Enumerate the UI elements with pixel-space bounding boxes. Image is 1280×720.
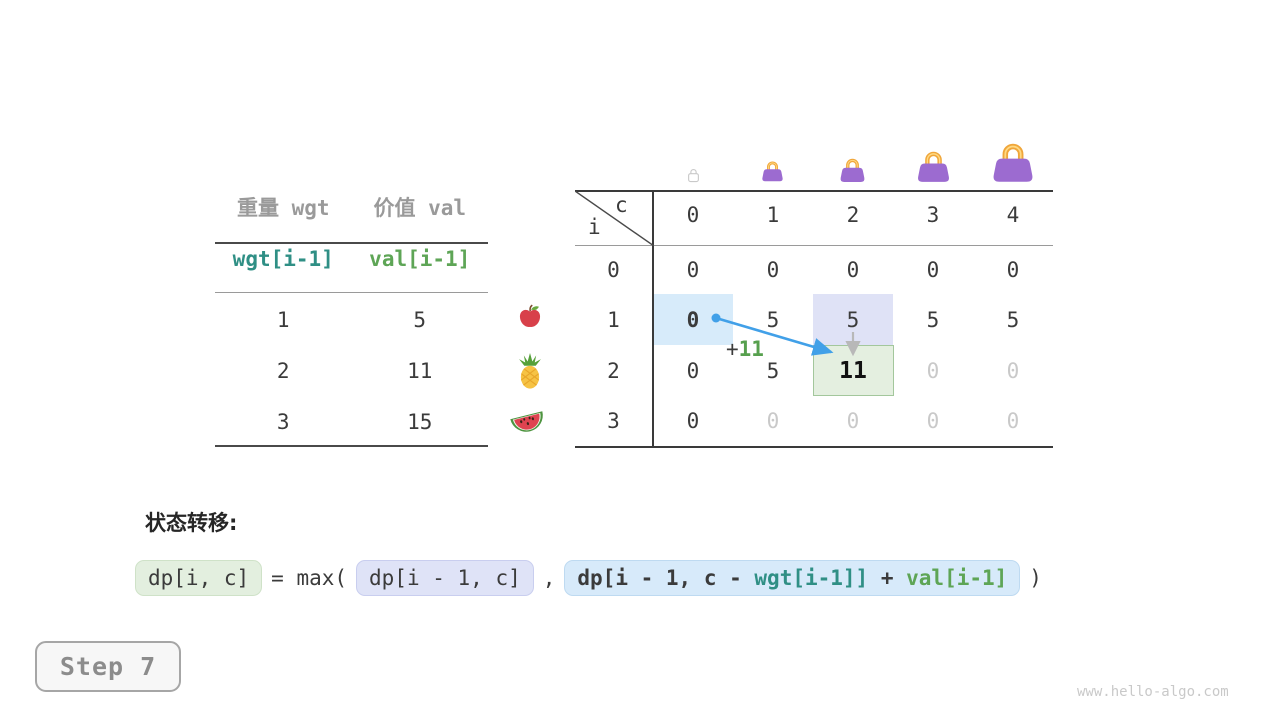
bag-size-1-icon: [761, 161, 784, 182]
corner-diagonal-line: [575, 191, 654, 246]
item3-weight: 3: [276, 410, 290, 434]
bag-size-3-icon: [916, 151, 951, 183]
dp-cell-2-0: 0: [686, 359, 700, 383]
formula-option-skip: dp[i - 1, c]: [356, 560, 534, 596]
col-header-0: 0: [686, 203, 700, 227]
item2-value: 11: [407, 359, 433, 383]
dp-cell-1-2: 5: [846, 308, 860, 332]
dp-cell-1-3: 5: [926, 308, 940, 332]
dp-cell-0-1: 0: [766, 258, 780, 282]
take-plus: +: [868, 566, 907, 590]
wgt-index-label: wgt[i-1]: [232, 247, 334, 271]
formula-option-take: dp[i - 1, c - wgt[i-1]] + val[i-1]: [564, 560, 1021, 596]
watermark: www.hello-algo.com: [1077, 684, 1229, 700]
item1-value: 5: [413, 308, 427, 332]
take-wgt-term: wgt[i-1]]: [754, 566, 869, 590]
item2-weight: 2: [276, 359, 290, 383]
divider: [215, 242, 488, 244]
value-column-header: 价值 val: [373, 196, 467, 220]
plus-sign: +: [726, 337, 739, 361]
dp-cell-0-4: 0: [1006, 258, 1020, 282]
dp-cell-3-4: 0: [1006, 409, 1020, 433]
transition-formula: dp[i, c] = max( dp[i - 1, c] , dp[i - 1,…: [135, 560, 1051, 596]
weight-column-header: 重量 wgt: [236, 196, 330, 220]
bag-size-0-icon: [686, 168, 701, 183]
dp-cell-1-4: 5: [1006, 308, 1020, 332]
bag-size-2-icon: [839, 158, 866, 183]
table-row: 1 5: [215, 308, 488, 332]
dp-cell-3-1: 0: [766, 409, 780, 433]
item3-value: 15: [407, 410, 433, 434]
capacity-variable-label: c: [615, 193, 628, 217]
formula-comma: ,: [542, 566, 556, 590]
dp-table: c i 0 1 2 3 4 0 1 2 3 0 0 0 0 0 0 5 5 5 …: [575, 190, 1053, 448]
apple-icon: [516, 302, 544, 330]
step-indicator: Step 7: [35, 641, 181, 692]
dp-cell-3-3: 0: [926, 409, 940, 433]
transition-title: 状态转移:: [145, 511, 238, 535]
row-header-1: 1: [607, 308, 620, 332]
dp-cell-2-2: 11: [839, 358, 867, 384]
dp-cell-2-3: 0: [926, 359, 940, 383]
val-index-label: val[i-1]: [369, 247, 471, 271]
row-header-0: 0: [607, 258, 620, 282]
dp-cell-0-2: 0: [846, 258, 860, 282]
pineapple-icon: [515, 352, 545, 390]
col-header-3: 3: [926, 203, 940, 227]
item-table: 重量 wgt 价值 val wgt[i-1] val[i-1] 1 5 2 11…: [215, 190, 488, 448]
take-prefix: dp[i - 1, c -: [577, 566, 755, 590]
bag-size-4-icon: [991, 143, 1035, 183]
step-label: Step 7: [59, 652, 157, 681]
dp-cell-0-3: 0: [926, 258, 940, 282]
table-row: 3 15: [215, 410, 488, 434]
watermelon-icon: [508, 406, 548, 436]
value-gain-label: +11: [726, 337, 764, 361]
row-header-3: 3: [607, 409, 620, 433]
col-header-2: 2: [846, 203, 860, 227]
formula-lhs: dp[i, c]: [135, 560, 263, 596]
item-table-index-row: wgt[i-1] val[i-1]: [215, 247, 488, 271]
dp-cell-3-2: 0: [846, 409, 860, 433]
dp-cell-2-4: 0: [1006, 359, 1020, 383]
dp-cell-2-1: 5: [766, 359, 780, 383]
row-header-2: 2: [607, 359, 620, 383]
table-vertical-border: [652, 190, 654, 448]
table-bottom-border: [575, 446, 1053, 448]
divider: [215, 445, 488, 447]
table-row: 2 11: [215, 359, 488, 383]
item-variable-label: i: [588, 215, 601, 239]
dp-cell-1-0: 0: [686, 308, 700, 332]
formula-close-paren: ): [1029, 566, 1042, 590]
table-top-border: [575, 190, 1053, 192]
divider: [215, 292, 488, 293]
gain-value: 11: [738, 337, 764, 361]
col-header-1: 1: [766, 203, 780, 227]
item-table-header-row: 重量 wgt 价值 val: [215, 192, 488, 222]
header-divider: [575, 245, 1053, 246]
col-header-4: 4: [1006, 203, 1020, 227]
formula-equals: = max(: [271, 566, 348, 590]
item1-weight: 1: [276, 308, 290, 332]
take-val-term: val[i-1]: [906, 566, 1008, 590]
dp-cell-3-0: 0: [686, 409, 700, 433]
dp-cell-0-0: 0: [686, 258, 700, 282]
